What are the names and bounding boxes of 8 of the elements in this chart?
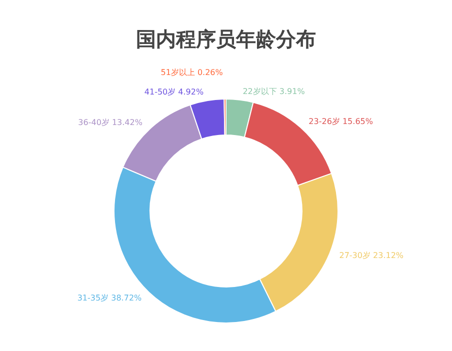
slice-label: 27-30岁 23.12%: [339, 251, 404, 260]
slice-label: 51岁以上 0.26%: [160, 68, 224, 78]
slice-label: 36-40岁 13.42%: [78, 118, 143, 127]
slice-label: 31-35岁 38.72%: [77, 293, 142, 302]
slice-label: 23-26岁 15.65%: [308, 117, 374, 126]
slice-label: 41-50岁 4.92%: [144, 88, 204, 97]
slice-label: 22岁以下 3.91%: [242, 86, 306, 96]
chart-title: 国内程序员年龄分布: [136, 27, 316, 51]
